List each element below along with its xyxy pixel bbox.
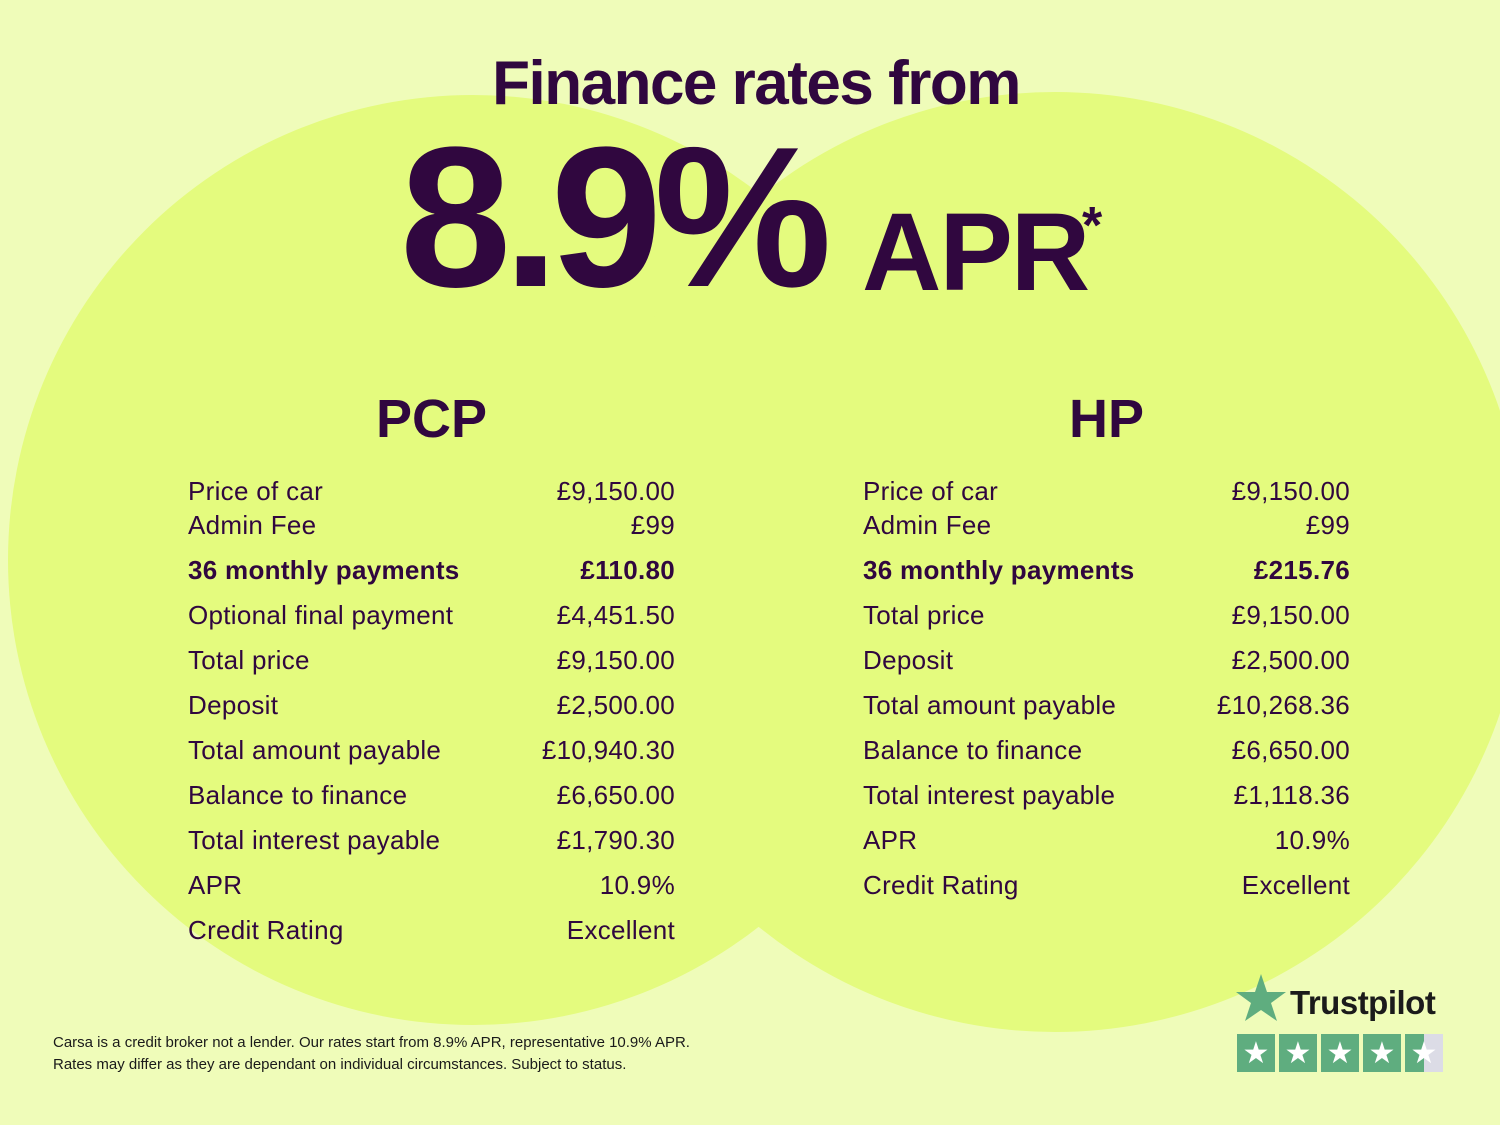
disclaimer-line-1: Carsa is a credit broker not a lender. O… (53, 1034, 690, 1051)
table-row: Balance to finance £6,650.00 (863, 735, 1350, 780)
row-value: Excellent (1241, 870, 1350, 900)
row-label: Credit Rating (188, 915, 344, 945)
table-row: 36 monthly payments £215.76 (863, 555, 1350, 600)
table-row: Credit Rating Excellent (188, 915, 675, 960)
row-label: Optional final payment (188, 600, 454, 630)
row-label: Balance to finance (863, 735, 1083, 765)
row-value: £99 (1305, 510, 1350, 540)
table-row: Price of car £9,150.00 (188, 476, 675, 510)
row-value: £9,150.00 (1231, 600, 1350, 630)
table-row: Admin Fee £99 (863, 510, 1350, 555)
row-label: Deposit (188, 690, 279, 720)
row-value: £2,500.00 (556, 690, 675, 720)
row-value: £110.80 (580, 555, 675, 585)
row-value: £99 (630, 510, 675, 540)
row-label: Total price (863, 600, 985, 630)
pcp-table: PCP Price of car £9,150.00 Admin Fee £99 36 … (188, 388, 675, 960)
disclaimer: Carsa is a credit broker not a lender. O… (53, 1032, 690, 1076)
rating-star-icon: ★ (1279, 1034, 1317, 1072)
row-value: 10.9% (599, 870, 675, 900)
row-value: £9,150.00 (556, 476, 675, 506)
row-label: Deposit (863, 645, 954, 675)
table-row: Total amount payable £10,268.36 (863, 690, 1350, 735)
table-row: APR 10.9% (863, 825, 1350, 870)
row-value: £9,150.00 (1231, 476, 1350, 506)
row-label: 36 monthly payments (863, 555, 1135, 585)
row-value: £1,790.30 (556, 825, 675, 855)
table-row: APR 10.9% (188, 870, 675, 915)
trustpilot-logo-text: Trustpilot (1290, 984, 1436, 1021)
rating-star-icon: ★ (1405, 1034, 1443, 1072)
table-row: Total price £9,150.00 (863, 600, 1350, 645)
table-row: Total interest payable £1,118.36 (863, 780, 1350, 825)
headline-asterisk: * (1082, 197, 1103, 255)
row-value: £215.76 (1253, 555, 1350, 585)
row-label: 36 monthly payments (188, 555, 460, 585)
row-label: Price of car (188, 476, 324, 506)
pcp-heading: PCP (375, 389, 488, 449)
row-label: Price of car (863, 476, 999, 506)
row-value: £1,118.36 (1233, 780, 1350, 810)
table-row: Deposit £2,500.00 (188, 690, 675, 735)
row-value: £6,650.00 (1231, 735, 1350, 765)
rating-star-icon: ★ (1237, 1034, 1275, 1072)
row-label: Admin Fee (188, 510, 317, 540)
table-row: Total price £9,150.00 (188, 645, 675, 690)
rating-star-icon: ★ (1363, 1034, 1401, 1072)
trustpilot-rating: ★ ★ ★ ★ ★ (1237, 1034, 1443, 1072)
hp-heading: HP (1068, 389, 1144, 449)
trustpilot-star-icon (1236, 974, 1286, 1021)
hp-table: HP Price of car £9,150.00 Admin Fee £99 36 m… (863, 388, 1350, 915)
row-value: 10.9% (1274, 825, 1350, 855)
row-label: Credit Rating (863, 870, 1019, 900)
table-row: Balance to finance £6,650.00 (188, 780, 675, 825)
table-row: 36 monthly payments £110.80 (188, 555, 675, 600)
headline: Finance rates from (492, 49, 1021, 118)
row-value: £10,268.36 (1216, 690, 1350, 720)
disclaimer-line-2: Rates may differ as they are dependant o… (53, 1056, 627, 1073)
row-label: Balance to finance (188, 780, 408, 810)
row-label: APR (188, 870, 243, 900)
row-value: £2,500.00 (1231, 645, 1350, 675)
row-label: Total amount payable (863, 690, 1117, 720)
row-value: £4,451.50 (556, 600, 675, 630)
row-label: Total price (188, 645, 310, 675)
table-row: Total interest payable £1,790.30 (188, 825, 675, 870)
table-row: Price of car £9,150.00 (863, 476, 1350, 510)
table-row: Credit Rating Excellent (863, 870, 1350, 915)
table-row: Optional final payment £4,451.50 (188, 600, 675, 645)
rating-star-icon: ★ (1321, 1034, 1359, 1072)
row-label: Admin Fee (863, 510, 992, 540)
headline-apr: APR (862, 191, 1090, 314)
table-row: Admin Fee £99 (188, 510, 675, 555)
row-label: APR (863, 825, 918, 855)
background-circle-right (585, 92, 1500, 1032)
row-value: £6,650.00 (556, 780, 675, 810)
row-label: Total interest payable (188, 825, 441, 855)
row-label: Total amount payable (188, 735, 442, 765)
row-label: Total interest payable (863, 780, 1116, 810)
row-value: £10,940.30 (541, 735, 675, 765)
headline-rate: 8.9% (400, 106, 832, 329)
row-value: Excellent (566, 915, 675, 945)
table-row: Deposit £2,500.00 (863, 645, 1350, 690)
row-value: £9,150.00 (556, 645, 675, 675)
table-row: Total amount payable £10,940.30 (188, 735, 675, 780)
